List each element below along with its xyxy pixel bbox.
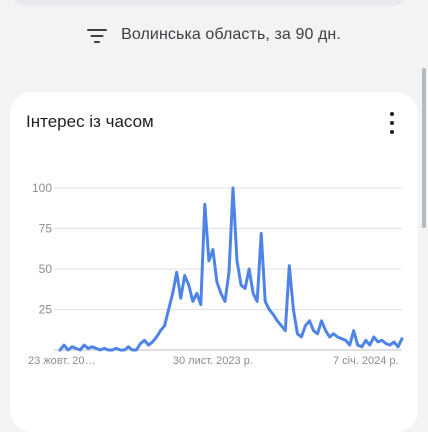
interest-over-time-card: Інтерес із часом 100 75 50 25 23 жовт. 20… 30… (10, 92, 418, 432)
y-tick-label: 100 (32, 181, 52, 195)
x-tick-label: 23 жовт. 20… (28, 355, 96, 367)
y-tick-label: 50 (39, 262, 53, 276)
filter-text[interactable]: Волинська область, за 90 дн. (121, 26, 341, 43)
x-tick-label: 30 лист. 2023 р. (173, 355, 253, 367)
scrollbar[interactable] (422, 68, 426, 228)
card-title: Інтерес із часом (26, 112, 154, 131)
x-tick-label: 7 січ. 2024 р. (333, 355, 399, 367)
filter-icon[interactable] (87, 27, 108, 43)
series-line (58, 186, 404, 352)
filter-bar[interactable]: Волинська область, за 90 дн. (0, 18, 428, 52)
previous-card-edge (10, 0, 408, 6)
y-tick-label: 25 (39, 303, 53, 317)
y-tick-label: 75 (39, 222, 53, 236)
interest-line-chart: 100 75 50 25 23 жовт. 20… 30 лист. 2023 р. 7 с… (28, 181, 404, 367)
more-vert-icon[interactable] (382, 112, 402, 134)
